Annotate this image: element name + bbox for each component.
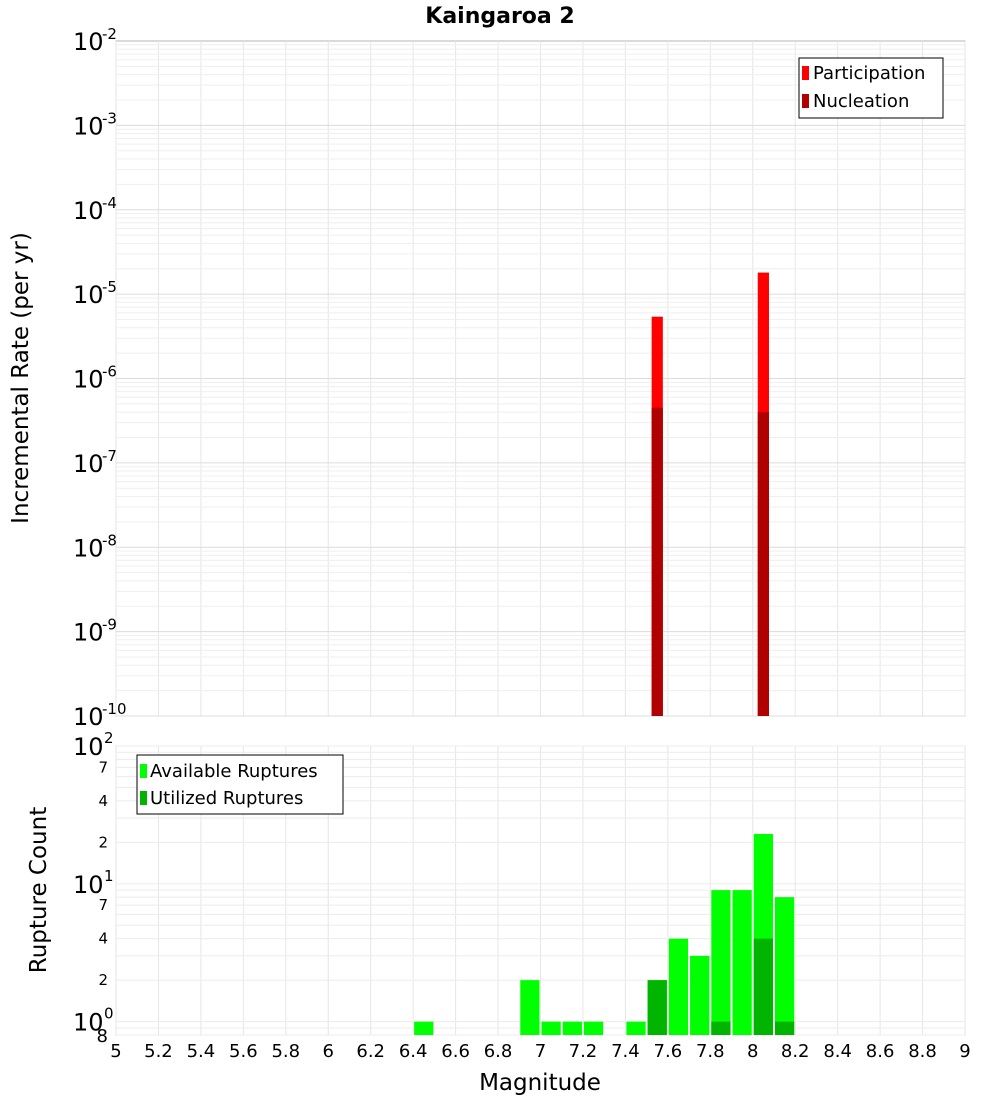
bottom-y-tick-exponent: 0	[104, 1005, 114, 1023]
top-gridlines	[115, 41, 966, 717]
x-tick-label: 8.6	[866, 1041, 895, 1062]
x-tick-label: 5.8	[271, 1041, 300, 1062]
utilized-ruptures-bar	[753, 938, 773, 1035]
nucleation-bar	[757, 412, 769, 716]
legend-label-participation: Participation	[813, 63, 925, 84]
available-ruptures-bar	[626, 1021, 646, 1035]
bottom-legend: Available Ruptures Utilized Ruptures	[136, 754, 344, 815]
x-tick-label: 6	[323, 1041, 334, 1062]
legend-swatch-utilized	[140, 791, 147, 805]
legend-label-available: Available Ruptures	[150, 761, 318, 782]
top-y-tick-exponent: -10	[102, 700, 127, 718]
top-y-tick-exponent: -2	[102, 25, 117, 43]
x-tick-label: 5	[110, 1041, 121, 1062]
top-y-tick-label: 10	[73, 534, 104, 562]
bottom-y-tick-exponent: 2	[104, 729, 114, 747]
top-y-tick-exponent: -7	[102, 447, 117, 465]
available-ruptures-bar	[690, 955, 710, 1035]
top-y-tick-label: 10	[73, 703, 104, 731]
x-tick-label: 7.6	[654, 1041, 683, 1062]
available-ruptures-bar	[541, 1021, 561, 1035]
top-legend: Participation Nucleation	[798, 57, 944, 119]
x-tick-label: 7.2	[569, 1041, 598, 1062]
bottom-y-tick-label: 10	[73, 733, 104, 761]
x-tick-label: 7.4	[611, 1041, 640, 1062]
bottom-y-axis-label: Rupture Count	[26, 807, 52, 973]
available-ruptures-bar	[732, 890, 752, 1035]
legend-label-utilized: Utilized Ruptures	[150, 788, 303, 809]
bottom-y-minor-tick-label: 2	[98, 833, 108, 851]
top-y-tick-label: 10	[73, 450, 104, 478]
x-tick-label: 9	[959, 1041, 970, 1062]
x-tick-label: 8	[747, 1041, 758, 1062]
available-ruptures-bar	[711, 890, 731, 1035]
chart-title: Kaingaroa 2	[425, 4, 574, 29]
bottom-y-minor-tick-label: 4	[98, 792, 108, 810]
top-y-axis-label: Incremental Rate (per yr)	[8, 232, 34, 524]
x-tick-label: 7.8	[696, 1041, 725, 1062]
x-tick-label: 8.8	[908, 1041, 937, 1062]
x-tick-label: 6.2	[356, 1041, 385, 1062]
x-tick-label: 7	[535, 1041, 546, 1062]
top-y-tick-label: 10	[73, 619, 104, 647]
top-bars	[651, 272, 769, 716]
available-ruptures-bar	[774, 897, 795, 1035]
bottom-y-minor-tick-label: 8	[97, 1026, 108, 1047]
top-y-tick-exponent: -9	[102, 616, 117, 634]
x-tick-label: 8.2	[781, 1041, 810, 1062]
utilized-ruptures-bar	[711, 1021, 731, 1035]
x-tick-label: 8.4	[823, 1041, 852, 1062]
available-ruptures-bar	[583, 1021, 604, 1035]
bottom-y-minor-tick-label: 2	[98, 971, 108, 989]
x-axis-label: Magnitude	[479, 1070, 601, 1096]
top-y-tick-exponent: -6	[102, 363, 117, 381]
x-tick-label: 6.6	[441, 1041, 470, 1062]
legend-swatch-participation	[802, 66, 809, 80]
available-ruptures-bar	[414, 1021, 434, 1035]
bottom-y-tick-label: 10	[73, 871, 104, 899]
bottom-bars	[414, 833, 795, 1035]
available-ruptures-bar	[668, 938, 689, 1035]
bottom-y-minor-tick-label: 7	[98, 896, 108, 914]
top-y-tick-exponent: -8	[102, 531, 117, 549]
nucleation-bar	[651, 407, 663, 716]
top-y-tick-exponent: -4	[102, 194, 117, 212]
top-y-tick-label: 10	[73, 28, 104, 56]
top-legend-box	[798, 57, 944, 119]
available-ruptures-bar	[520, 980, 540, 1035]
x-tick-label: 5.6	[229, 1041, 258, 1062]
x-tick-label: 5.2	[144, 1041, 173, 1062]
bottom-y-minor-tick-label: 4	[98, 930, 108, 948]
top-y-tick-label: 10	[73, 281, 104, 309]
top-y-tick-exponent: -5	[102, 278, 117, 296]
top-y-tick-label: 10	[73, 112, 104, 140]
x-tick-label: 6.4	[399, 1041, 428, 1062]
legend-swatch-nucleation	[802, 94, 809, 108]
bottom-legend-box	[136, 754, 344, 815]
x-tick-label: 6.8	[484, 1041, 513, 1062]
top-y-tick-label: 10	[73, 197, 104, 225]
utilized-ruptures-bar	[774, 1021, 795, 1035]
bottom-y-minor-tick-label: 7	[98, 758, 108, 776]
x-tick-label: 5.4	[187, 1041, 216, 1062]
top-y-tick-label: 10	[73, 366, 104, 394]
bottom-y-tick-exponent: 1	[104, 867, 114, 885]
legend-swatch-available	[140, 764, 147, 778]
bottom-y-tick-label: 10	[73, 1009, 104, 1037]
x-ticks: 5 5.2 5.4 5.6 5.8 6 6.2 6.4 6.6 6.8 7 7.2 7.4 7.6 7.8 8…	[110, 1041, 970, 1062]
available-ruptures-bar	[562, 1021, 582, 1035]
legend-label-nucleation: Nucleation	[813, 91, 909, 112]
top-y-tick-exponent: -3	[102, 109, 117, 127]
utilized-ruptures-bar	[647, 980, 667, 1035]
